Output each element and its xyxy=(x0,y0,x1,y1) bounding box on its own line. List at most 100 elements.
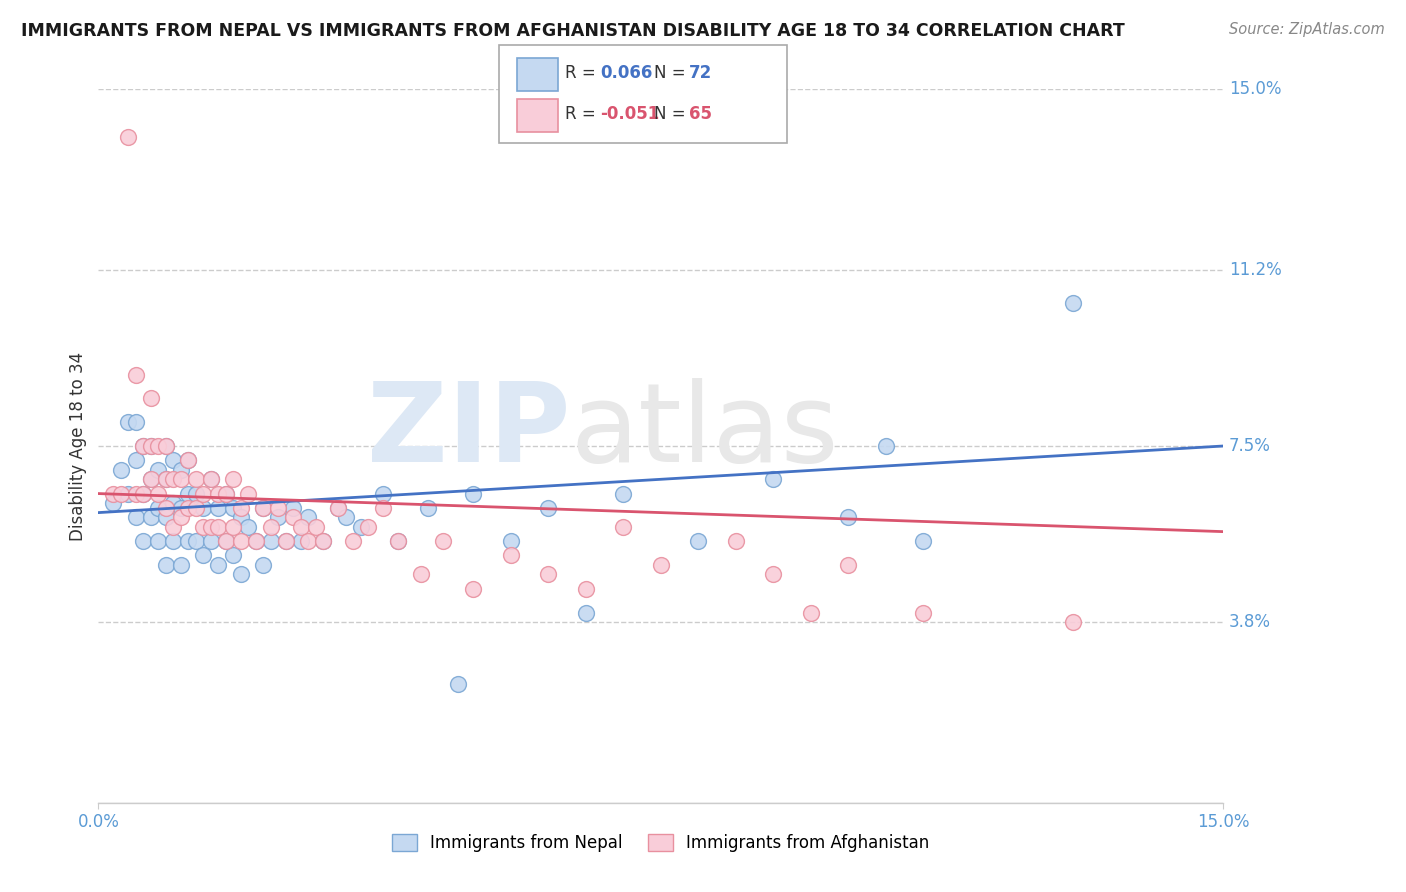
Point xyxy=(184,486,207,500)
Point xyxy=(162,472,184,486)
Point xyxy=(312,534,335,549)
Point xyxy=(155,472,177,486)
Point xyxy=(117,415,139,429)
Point xyxy=(125,368,148,382)
Point xyxy=(200,472,222,486)
Point xyxy=(117,486,139,500)
Point xyxy=(724,534,747,549)
Point xyxy=(170,510,193,524)
Point xyxy=(373,500,395,515)
Point xyxy=(252,558,274,572)
Point xyxy=(207,500,229,515)
Point xyxy=(575,606,598,620)
Point xyxy=(125,453,148,467)
Point xyxy=(155,558,177,572)
Point xyxy=(245,534,267,549)
Point xyxy=(139,439,162,453)
Text: N =: N = xyxy=(654,105,690,123)
Point xyxy=(215,486,238,500)
Point xyxy=(222,549,245,563)
Point xyxy=(162,534,184,549)
Legend: Immigrants from Nepal, Immigrants from Afghanistan: Immigrants from Nepal, Immigrants from A… xyxy=(385,827,936,859)
Point xyxy=(432,534,454,549)
Point xyxy=(222,520,245,534)
Point xyxy=(238,520,260,534)
Point xyxy=(537,500,560,515)
Text: 72: 72 xyxy=(689,64,713,82)
Point xyxy=(283,510,305,524)
Point xyxy=(103,486,125,500)
Point xyxy=(499,549,522,563)
Point xyxy=(283,500,305,515)
Point xyxy=(162,496,184,510)
Point xyxy=(912,534,935,549)
Point xyxy=(132,486,155,500)
Text: ZIP: ZIP xyxy=(367,378,571,485)
Point xyxy=(207,558,229,572)
Point xyxy=(252,500,274,515)
Point xyxy=(155,439,177,453)
Point xyxy=(139,439,162,453)
Point xyxy=(170,558,193,572)
Point xyxy=(170,500,193,515)
Point xyxy=(612,486,634,500)
Point xyxy=(162,453,184,467)
Point xyxy=(139,392,162,406)
Point xyxy=(1062,296,1084,310)
Point xyxy=(222,472,245,486)
Point xyxy=(373,486,395,500)
Text: N =: N = xyxy=(654,64,690,82)
Point xyxy=(132,534,155,549)
Point xyxy=(912,606,935,620)
Text: 65: 65 xyxy=(689,105,711,123)
Point xyxy=(229,567,252,582)
Point xyxy=(170,463,193,477)
Point xyxy=(837,510,859,524)
Point xyxy=(800,606,823,620)
Text: R =: R = xyxy=(565,105,602,123)
Point xyxy=(170,472,193,486)
Point xyxy=(312,534,335,549)
Point xyxy=(837,558,859,572)
Point xyxy=(463,582,485,596)
Point xyxy=(184,472,207,486)
Point xyxy=(297,510,319,524)
Point xyxy=(110,463,132,477)
Point xyxy=(177,500,200,515)
Point xyxy=(193,520,215,534)
Point xyxy=(177,453,200,467)
Point xyxy=(463,486,485,500)
Point xyxy=(132,439,155,453)
Point xyxy=(148,439,170,453)
Point xyxy=(229,500,252,515)
Point xyxy=(215,534,238,549)
Text: 0.066: 0.066 xyxy=(600,64,652,82)
Point xyxy=(267,500,290,515)
Point xyxy=(155,439,177,453)
Point xyxy=(297,534,319,549)
Point xyxy=(139,472,162,486)
Point xyxy=(229,534,252,549)
Point xyxy=(117,129,139,144)
Point xyxy=(612,520,634,534)
Point xyxy=(387,534,409,549)
Point xyxy=(207,486,229,500)
Point xyxy=(132,439,155,453)
Point xyxy=(245,534,267,549)
Point xyxy=(125,510,148,524)
Point xyxy=(260,534,283,549)
Point xyxy=(409,567,432,582)
Point xyxy=(215,534,238,549)
Point xyxy=(274,534,297,549)
Point xyxy=(162,520,184,534)
Point xyxy=(132,486,155,500)
Point xyxy=(387,534,409,549)
Point xyxy=(200,534,222,549)
Text: 7.5%: 7.5% xyxy=(1229,437,1271,455)
Point xyxy=(177,486,200,500)
Point xyxy=(110,486,132,500)
Point xyxy=(229,510,252,524)
Point xyxy=(762,567,785,582)
Point xyxy=(148,486,170,500)
Text: R =: R = xyxy=(565,64,602,82)
